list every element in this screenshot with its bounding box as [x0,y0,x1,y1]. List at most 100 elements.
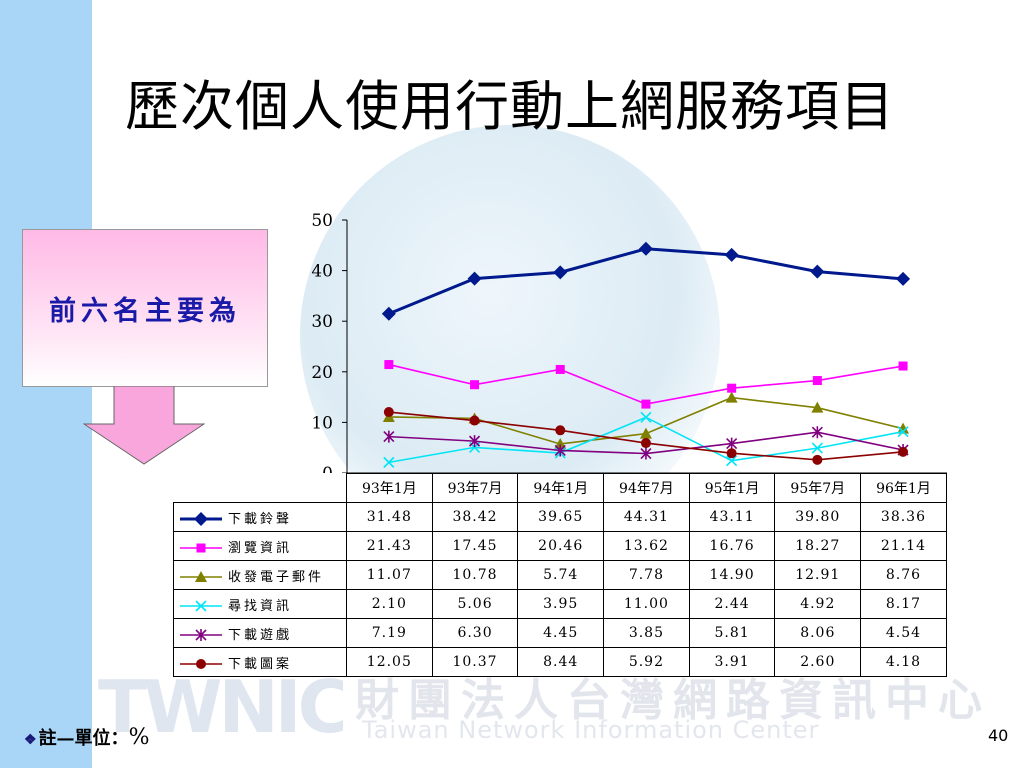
data-label: 17.45 [431,531,519,561]
data-point [896,271,911,286]
x-tick-label: 93年7月 [431,473,519,503]
data-label: 5.06 [431,589,519,619]
data-point [640,447,652,460]
page-number: 40 [988,726,1009,745]
x-tick-label: 93年1月 [346,473,433,503]
legend-marker [194,512,208,526]
data-label: 43.11 [688,502,776,532]
legend-swatch-icon [180,512,222,526]
data-point [469,415,480,426]
series-group [384,360,908,409]
data-point [810,264,825,279]
series-line [388,363,904,405]
table-row: 瀏覽資訊 21.43 17.45 20.46 13.62 16.76 18.27 21.14 [173,531,947,561]
data-point [725,391,738,403]
data-label: 20.46 [517,531,605,561]
data-label: 7.19 [346,618,433,648]
data-point [898,361,908,371]
x-tick-label: 95年7月 [774,473,862,503]
data-label: 21.43 [346,531,433,561]
data-point [811,442,823,454]
x-tick-label: 96年1月 [860,473,947,503]
data-point [383,407,394,418]
data-point [640,411,652,423]
logo-wordmark: TWNIC [98,668,343,740]
legend-marker [195,600,207,612]
table-header-row: 93年1月 93年7月 94年1月 94年7月 95年1月 95年7月 96年1月 [173,473,947,503]
table-row: 收發電子郵件 11.07 10.78 5.74 7.78 14.90 12.91 8.76 [173,560,947,590]
note-unit: % [128,725,150,750]
data-label: 38.36 [860,502,947,532]
series-name: 尋找資訊 [228,598,293,614]
data-label: 44.31 [603,502,690,532]
legend-entry: 瀏覽資訊 [173,531,347,561]
diamond-bullet-icon: ❖ [24,732,37,748]
data-point [555,425,566,436]
data-label: 39.80 [774,502,862,532]
series-name: 收發電子郵件 [228,569,325,585]
data-label: 4.18 [860,647,947,677]
data-label: 8.17 [860,589,947,619]
data-point [553,265,568,280]
data-label: 21.14 [860,531,947,561]
legend-entry: 收發電子郵件 [173,560,347,590]
y-tick-label: 50 [311,211,333,231]
data-label: 18.27 [774,531,862,561]
data-label: 3.91 [688,647,776,677]
data-label: 11.07 [346,560,433,590]
data-point [383,456,395,468]
chart-series [381,241,911,468]
data-point [726,448,737,459]
legend-marker [195,571,207,582]
data-label: 7.78 [603,560,690,590]
data-label: 2.10 [346,589,433,619]
data-point [467,271,482,286]
legend-marker [196,543,206,553]
data-label: 8.76 [860,560,947,590]
slide-title: 歷次個人使用行動上網服務項目 [125,75,895,138]
y-tick-label: 20 [311,363,333,383]
data-label: 5.92 [603,647,690,677]
legend-swatch-icon [180,629,222,641]
callout-text: 前六名主要為 [49,295,241,327]
data-label: 5.81 [688,618,776,648]
data-point [638,241,653,256]
legend-entry: 下載圖案 [173,647,347,677]
data-label: 4.45 [517,618,605,648]
logo-chinese-name: 財團法人台灣網路資訊中心 [355,675,991,726]
data-point [724,247,739,262]
x-tick-label: 95年1月 [688,473,776,503]
data-label: 10.37 [431,647,519,677]
data-label: 6.30 [431,618,519,648]
data-label: 14.90 [688,560,776,590]
series-line [388,247,904,316]
data-label: 10.78 [431,560,519,590]
data-table: 93年1月 93年7月 94年1月 94年7月 95年1月 95年7月 96年1月下載鈴聲 3… [173,473,947,677]
data-point [811,401,824,413]
data-label: 39.65 [517,502,605,532]
table-corner [173,473,347,503]
series-group [383,426,909,460]
data-point [470,380,480,390]
legend-entry: 下載鈴聲 [173,502,347,532]
table-row: 下載遊戲 7.19 6.30 4.45 3.85 5.81 8.06 4.54 [173,618,947,648]
data-point [640,438,651,449]
data-point [811,426,823,439]
data-label: 2.60 [774,647,862,677]
series-name: 下載鈴聲 [228,511,293,527]
data-point [897,422,910,434]
y-tick-label: 30 [311,312,333,332]
data-label: 11.00 [603,589,690,619]
data-point [812,454,823,465]
data-label: 2.44 [688,589,776,619]
data-point [726,455,738,467]
y-tick-label: 10 [311,413,333,433]
legend-marker [195,629,207,641]
legend-marker [196,659,206,669]
data-point [898,446,909,457]
data-label: 3.95 [517,589,605,619]
data-label: 16.76 [688,531,776,561]
series-name: 下載圖案 [228,656,293,672]
unit-note: ❖ 註—單位：% [24,724,149,750]
